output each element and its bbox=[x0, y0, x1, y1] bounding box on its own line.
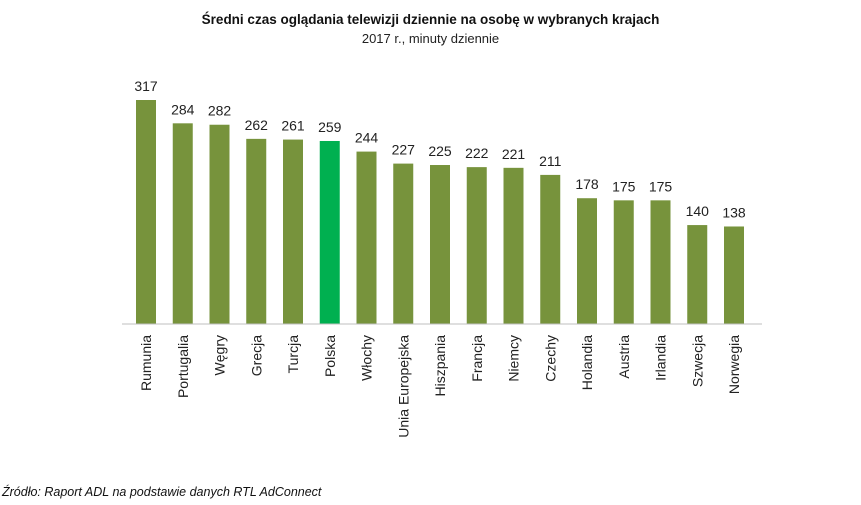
bar bbox=[430, 165, 450, 324]
bar bbox=[613, 200, 634, 324]
tick-label: Szwecja bbox=[689, 335, 705, 387]
bar bbox=[650, 200, 671, 324]
bar bbox=[246, 138, 267, 324]
tick-label: Austria bbox=[616, 335, 632, 379]
bar bbox=[356, 151, 377, 324]
data-label: 261 bbox=[281, 118, 305, 134]
data-label: 259 bbox=[318, 119, 342, 135]
data-label: 175 bbox=[612, 178, 636, 194]
tick-label: Czechy bbox=[542, 335, 558, 382]
tick-label: Grecja bbox=[248, 335, 264, 376]
bar bbox=[540, 174, 561, 324]
tick-label: Francja bbox=[469, 335, 485, 382]
tick-label: Irlandia bbox=[653, 335, 669, 381]
tick-label: Rumunia bbox=[138, 335, 154, 391]
tick-label: Portugalia bbox=[175, 335, 191, 398]
data-label: 138 bbox=[722, 204, 746, 220]
bar bbox=[136, 100, 156, 324]
bar bbox=[724, 226, 744, 324]
bar bbox=[172, 123, 193, 325]
chart-subtitle: 2017 r., minuty dziennie bbox=[361, 31, 500, 46]
tick-label: Holandia bbox=[579, 335, 595, 390]
tick-label: Włochy bbox=[359, 335, 375, 381]
data-label: 227 bbox=[392, 142, 416, 158]
tick-label: Hiszpania bbox=[432, 335, 448, 397]
data-label: 284 bbox=[171, 101, 195, 117]
bar bbox=[503, 167, 524, 324]
data-label: 175 bbox=[649, 178, 673, 194]
tick-label: Turcja bbox=[285, 335, 301, 374]
data-label: 211 bbox=[539, 153, 562, 169]
tick-label: Węgry bbox=[212, 335, 228, 375]
bar-chart: 317 Rumunia 284 Portugalia 282 Węgry 262 Grecja… bbox=[122, 78, 762, 438]
data-label: 178 bbox=[575, 176, 599, 192]
bar bbox=[466, 167, 487, 324]
data-label: 282 bbox=[208, 103, 232, 119]
bar bbox=[393, 163, 414, 324]
data-label: 244 bbox=[355, 130, 379, 146]
bar bbox=[283, 139, 303, 324]
tick-label: Norwegia bbox=[726, 335, 742, 394]
data-label: 221 bbox=[502, 146, 526, 162]
data-label: 225 bbox=[428, 143, 452, 159]
bar bbox=[209, 124, 230, 324]
tick-label: Unia Europejska bbox=[395, 335, 411, 438]
data-label: 222 bbox=[465, 145, 489, 161]
data-label: 317 bbox=[134, 78, 158, 94]
bar bbox=[319, 140, 340, 324]
tick-label: Niemcy bbox=[506, 335, 522, 382]
chart-title: Średni czas oglądania telewizji dziennie… bbox=[201, 12, 660, 27]
data-label: 262 bbox=[245, 117, 269, 133]
bar bbox=[687, 225, 708, 324]
tick-label: Polska bbox=[322, 335, 338, 377]
source-note: Źródło: Raport ADL na podstawie danych R… bbox=[2, 485, 322, 499]
data-label: 140 bbox=[686, 203, 710, 219]
bar bbox=[577, 198, 597, 324]
